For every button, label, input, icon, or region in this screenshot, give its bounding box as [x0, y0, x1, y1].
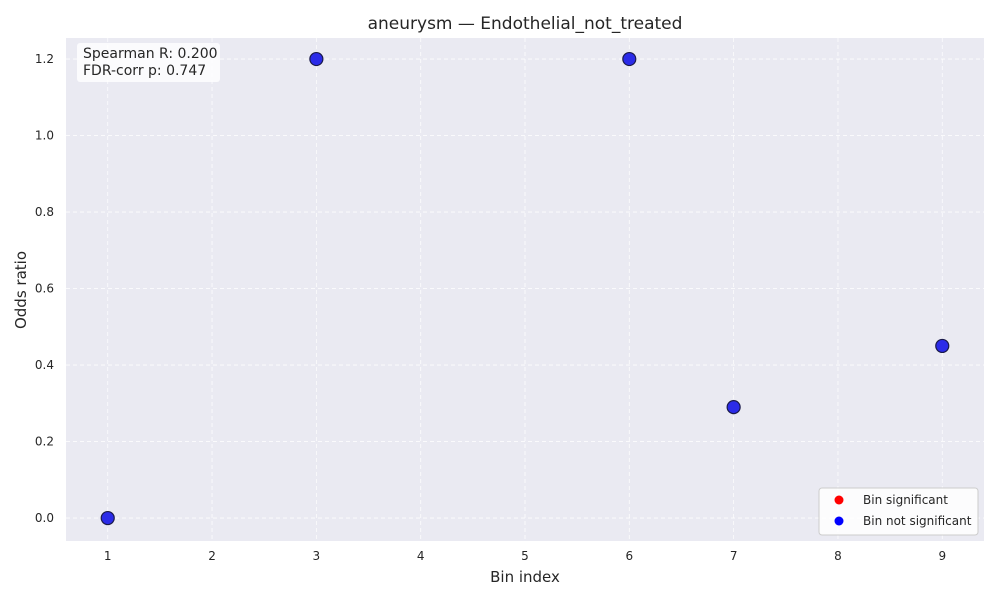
- data-point: [622, 51, 637, 67]
- y-axis-label: Odds ratio: [12, 251, 30, 329]
- y-axis-ticks: 0.0 0.2 0.4 0.6 0.8 1.0 1.2: [35, 52, 54, 525]
- legend-box: [818, 487, 979, 536]
- x-tick-label: 8: [834, 549, 842, 563]
- x-tick-label: 3: [313, 549, 321, 563]
- x-tick-label: 4: [417, 549, 425, 563]
- y-tick-label: 0.4: [35, 358, 54, 372]
- y-tick-label: 0.8: [35, 205, 54, 219]
- fdr-p-text: FDR-corr p: 0.747: [83, 63, 206, 79]
- y-tick-label: 0.6: [35, 282, 54, 296]
- stats-annotation: Spearman R: 0.200 FDR-corr p: 0.747: [77, 43, 220, 82]
- chart-title: aneurysm — Endothelial_not_treated: [368, 14, 683, 34]
- y-tick-label: 1.0: [35, 129, 54, 143]
- y-tick-label: 1.2: [35, 52, 54, 66]
- data-point: [935, 338, 950, 354]
- stats-box: [77, 43, 220, 82]
- x-tick-label: 6: [625, 549, 633, 563]
- x-tick-label: 7: [730, 549, 738, 563]
- legend-label-significant: Bin significant: [863, 493, 948, 507]
- x-axis-label: Bin index: [490, 568, 560, 586]
- data-point: [309, 51, 324, 67]
- x-tick-label: 2: [208, 549, 216, 563]
- plot-area: [66, 38, 984, 541]
- x-tick-label: 1: [104, 549, 112, 563]
- grid: [66, 38, 984, 541]
- legend: Bin significant Bin not significant: [818, 487, 979, 536]
- x-tick-label: 5: [521, 549, 529, 563]
- x-tick-label: 9: [938, 549, 946, 563]
- spearman-text: Spearman R: 0.200: [83, 46, 218, 62]
- data-point: [726, 400, 741, 415]
- data-points: [100, 51, 950, 526]
- legend-label-not-significant: Bin not significant: [863, 514, 972, 528]
- legend-marker-not-significant: [834, 516, 844, 526]
- data-point: [100, 510, 115, 526]
- y-tick-label: 0.0: [35, 511, 54, 525]
- legend-marker-significant: [834, 495, 844, 505]
- x-axis-ticks: 1 2 3 4 5 6 7 8 9: [104, 549, 946, 563]
- y-tick-label: 0.2: [35, 435, 54, 449]
